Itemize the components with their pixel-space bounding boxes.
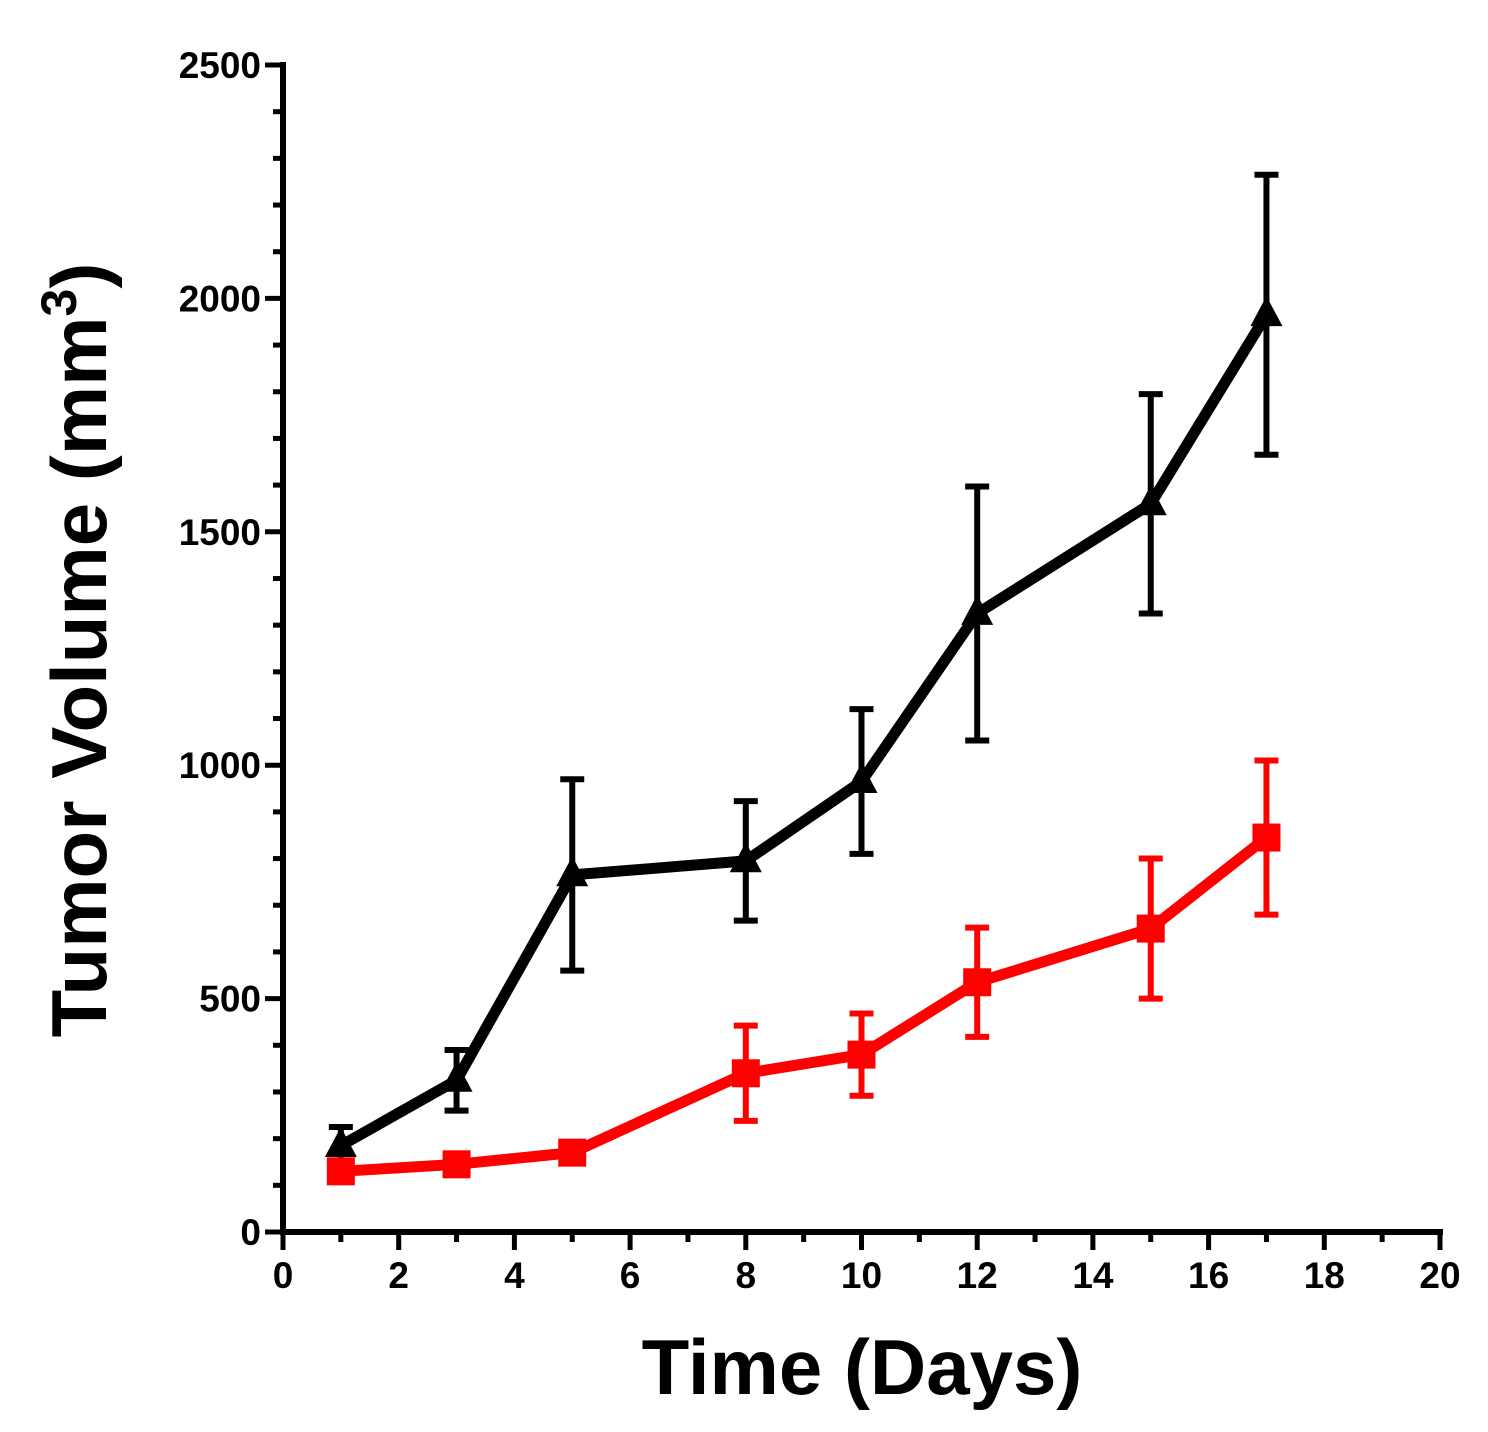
series-line (335, 832, 1272, 1177)
y-axis-title: Tumor Volume (mm3) (31, 263, 123, 1038)
x-tick-label: 6 (620, 1255, 641, 1296)
axes: 0 500 1000 1500 2000 2500 0 2 4 6 8 10 12 14 16 18 20 (179, 45, 1461, 1296)
y-tick-label: 2500 (179, 45, 261, 86)
triangle-marker (556, 856, 589, 887)
triangle-marker (324, 1127, 357, 1158)
y-tick-label: 1500 (179, 512, 261, 553)
x-tick-label: 20 (1419, 1255, 1460, 1296)
square-marker (963, 968, 992, 997)
square-marker (326, 1157, 355, 1186)
series-layer (324, 171, 1283, 1186)
black-triangle-series (324, 171, 1283, 1168)
square-marker (442, 1150, 471, 1179)
y-axis-title-close: ) (35, 263, 123, 289)
y-tick-label: 1000 (179, 745, 261, 786)
triangle-marker (961, 594, 994, 625)
triangle-marker (729, 842, 762, 873)
square-marker (1252, 823, 1281, 852)
triangle-marker (440, 1061, 473, 1092)
square-marker (1136, 914, 1165, 943)
square-marker (847, 1040, 876, 1069)
x-tick-label: 4 (504, 1255, 525, 1296)
y-axis-title-main: Tumor Volume (mm (35, 316, 123, 1037)
x-tick-label: 16 (1188, 1255, 1229, 1296)
x-tick-label: 14 (1072, 1255, 1114, 1296)
x-axis-title: Time (Days) (642, 1323, 1083, 1411)
y-tick-label: 0 (240, 1212, 261, 1253)
y-axis-title-superscript: 3 (31, 289, 87, 317)
y-tick-label: 500 (199, 979, 261, 1020)
x-tick-label: 0 (273, 1255, 294, 1296)
x-tick-label: 10 (841, 1255, 882, 1296)
square-marker (731, 1059, 760, 1088)
triangle-marker (1250, 296, 1283, 327)
x-tick-label: 18 (1304, 1255, 1345, 1296)
square-marker (558, 1138, 587, 1167)
x-tick-label: 12 (957, 1255, 998, 1296)
red-square-series (326, 757, 1281, 1186)
triangle-marker (845, 762, 878, 793)
series-line (335, 309, 1272, 1152)
y-tick-label: 2000 (179, 278, 261, 319)
triangle-marker (1134, 485, 1167, 516)
x-tick-label: 2 (388, 1255, 409, 1296)
x-tick-label: 8 (736, 1255, 757, 1296)
